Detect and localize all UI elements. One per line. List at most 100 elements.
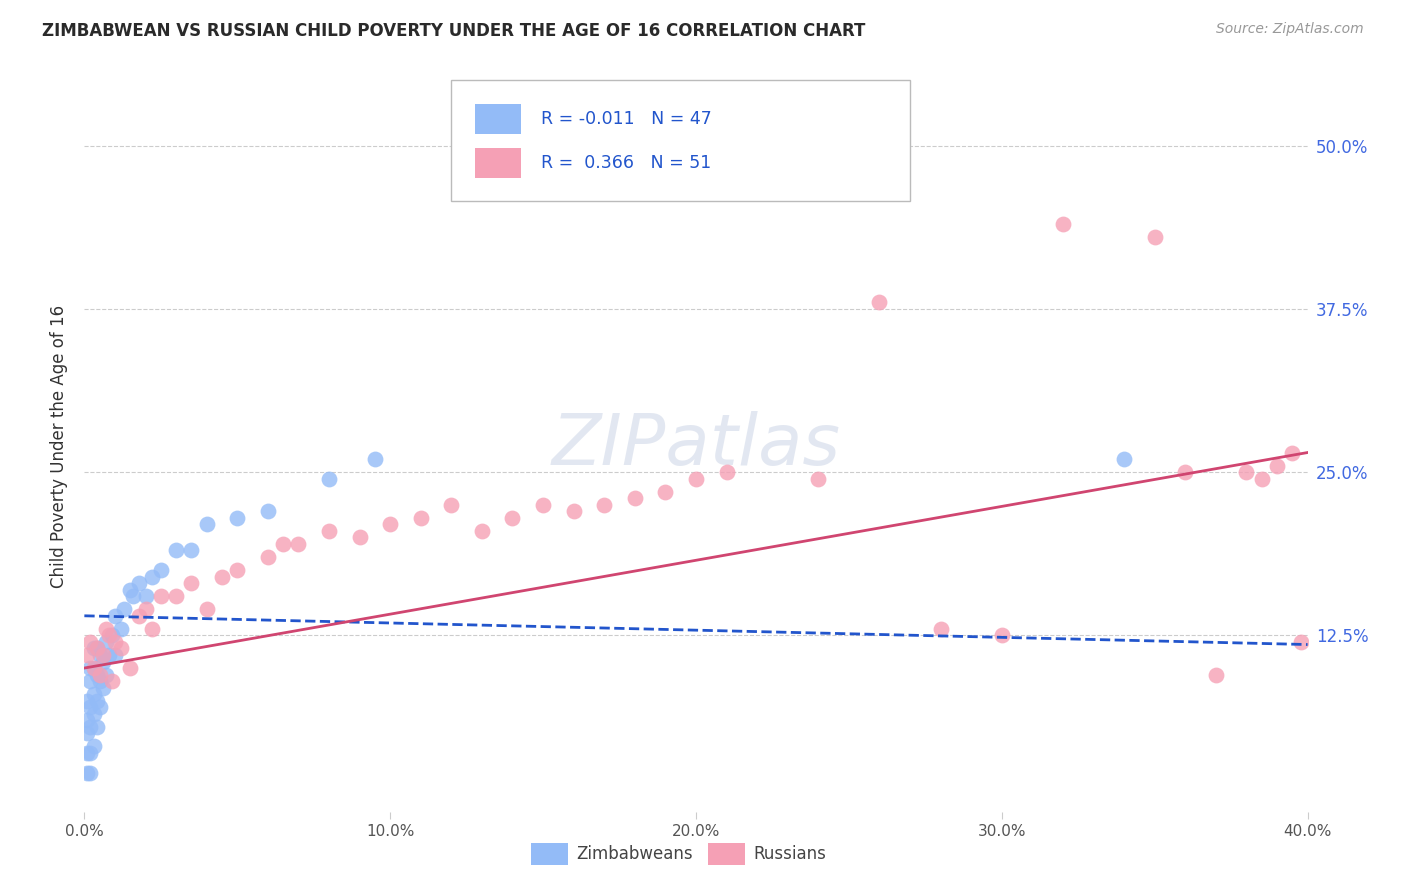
FancyBboxPatch shape	[709, 843, 745, 865]
Point	[91, 655, 114, 669]
Point	[141, 622, 163, 636]
Point	[120, 582, 142, 597]
Point	[104, 635, 127, 649]
Point	[79, 720, 101, 734]
Point	[195, 517, 218, 532]
Point	[86, 694, 108, 708]
Point	[112, 602, 135, 616]
Point	[76, 726, 98, 740]
Point	[440, 498, 463, 512]
Point	[89, 648, 111, 662]
Point	[685, 472, 707, 486]
Point	[83, 661, 105, 675]
Point	[502, 511, 524, 525]
Text: R = -0.011   N = 47: R = -0.011 N = 47	[541, 110, 711, 128]
Point	[807, 472, 830, 486]
Point	[1205, 667, 1227, 681]
Point	[271, 537, 294, 551]
Point	[165, 543, 187, 558]
Point	[1281, 445, 1303, 459]
Point	[195, 602, 218, 616]
FancyBboxPatch shape	[531, 843, 568, 865]
Point	[86, 641, 108, 656]
Point	[165, 589, 187, 603]
Point	[593, 498, 616, 512]
Point	[1114, 452, 1136, 467]
Point	[94, 622, 117, 636]
Point	[91, 681, 114, 695]
Point	[135, 602, 157, 616]
Point	[97, 648, 120, 662]
Point	[86, 641, 108, 656]
Point	[128, 576, 150, 591]
Point	[86, 667, 108, 681]
Point	[120, 661, 142, 675]
Text: ZIMBABWEAN VS RUSSIAN CHILD POVERTY UNDER THE AGE OF 16 CORRELATION CHART: ZIMBABWEAN VS RUSSIAN CHILD POVERTY UNDE…	[42, 22, 866, 40]
Point	[76, 746, 98, 760]
Point	[104, 648, 127, 662]
Point	[101, 674, 124, 689]
Text: Zimbabweans: Zimbabweans	[576, 845, 693, 863]
Point	[409, 511, 432, 525]
Point	[380, 517, 402, 532]
Point	[869, 295, 891, 310]
Point	[929, 622, 952, 636]
Point	[991, 628, 1014, 642]
FancyBboxPatch shape	[475, 147, 522, 178]
Point	[97, 628, 120, 642]
Point	[1291, 635, 1313, 649]
Point	[562, 504, 585, 518]
Point	[364, 452, 387, 467]
Point	[76, 714, 98, 728]
Point	[104, 608, 127, 623]
Point	[79, 765, 101, 780]
Point	[318, 472, 340, 486]
Point	[1250, 472, 1272, 486]
Point	[76, 694, 98, 708]
Point	[83, 641, 105, 656]
Point	[180, 543, 202, 558]
Point	[79, 746, 101, 760]
FancyBboxPatch shape	[451, 80, 910, 201]
Point	[110, 622, 132, 636]
Point	[83, 661, 105, 675]
Point	[83, 706, 105, 721]
Y-axis label: Child Poverty Under the Age of 16: Child Poverty Under the Age of 16	[51, 304, 69, 588]
Point	[89, 674, 111, 689]
Point	[79, 674, 101, 689]
Point	[1174, 465, 1197, 479]
Point	[211, 569, 233, 583]
Point	[94, 667, 117, 681]
Point	[76, 765, 98, 780]
Point	[79, 661, 101, 675]
Point	[135, 589, 157, 603]
Text: ZIPatlas: ZIPatlas	[551, 411, 841, 481]
Point	[149, 589, 172, 603]
Point	[257, 504, 280, 518]
Point	[83, 739, 105, 754]
Point	[624, 491, 647, 506]
Point	[180, 576, 202, 591]
Point	[91, 648, 114, 662]
Text: Russians: Russians	[754, 845, 827, 863]
Point	[141, 569, 163, 583]
Point	[1265, 458, 1288, 473]
Point	[531, 498, 554, 512]
Point	[128, 608, 150, 623]
Text: Source: ZipAtlas.com: Source: ZipAtlas.com	[1216, 22, 1364, 37]
Point	[122, 589, 145, 603]
Point	[76, 648, 98, 662]
Point	[86, 720, 108, 734]
Point	[226, 511, 249, 525]
Point	[318, 524, 340, 538]
FancyBboxPatch shape	[475, 103, 522, 135]
Point	[257, 549, 280, 564]
Point	[349, 530, 371, 544]
Point	[1052, 217, 1074, 231]
Point	[101, 628, 124, 642]
Point	[716, 465, 738, 479]
Point	[654, 484, 676, 499]
Point	[83, 687, 105, 701]
Point	[89, 700, 111, 714]
Point	[79, 700, 101, 714]
